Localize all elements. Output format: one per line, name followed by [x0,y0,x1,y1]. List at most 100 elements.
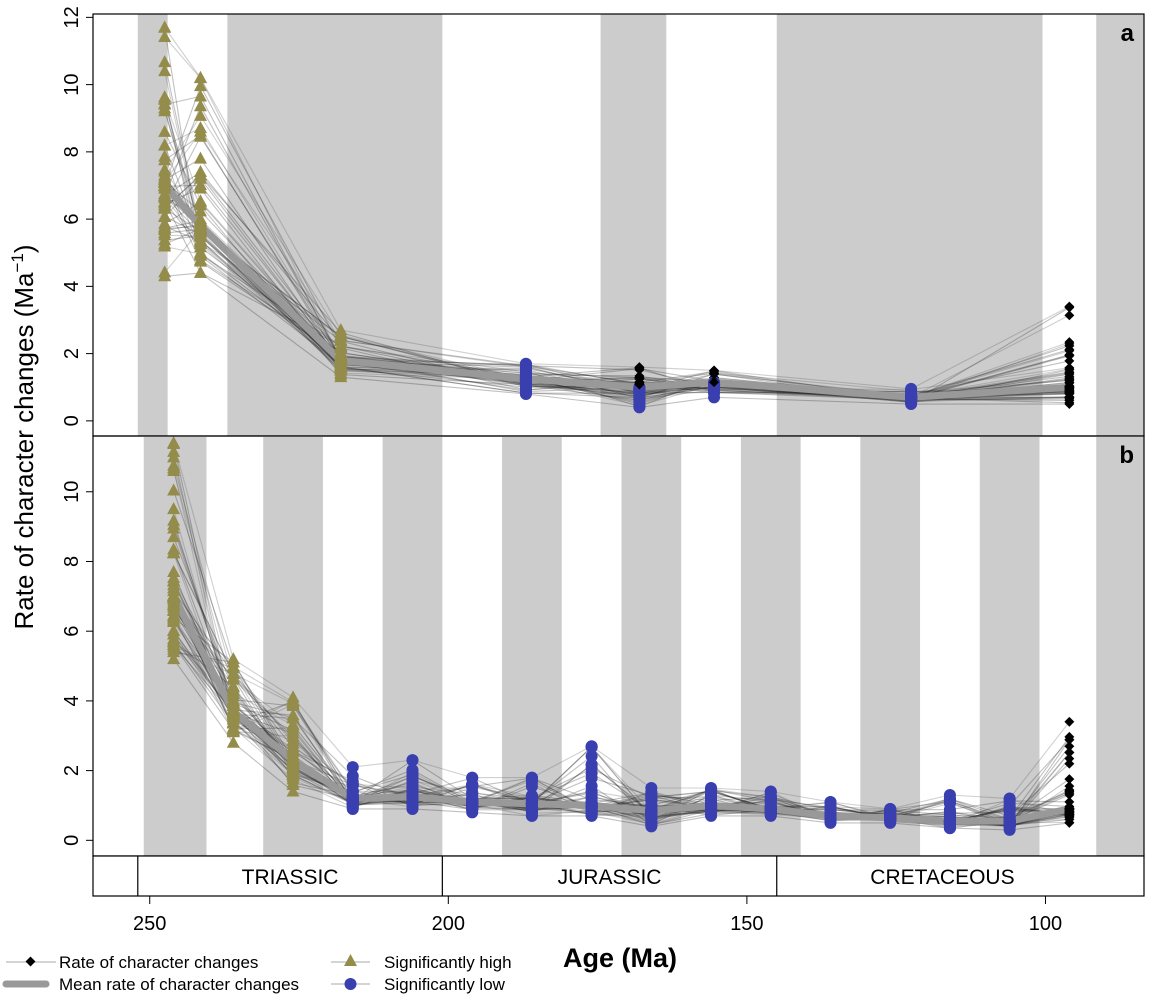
legend-high-label: Significantly high [384,953,512,972]
stage-shade-band [1096,436,1144,856]
mean-rate-line [161,182,1073,401]
rate-point [1064,817,1075,828]
significantly-high-point [158,209,172,222]
rate-point [709,366,719,377]
significantly-high-point [158,138,172,151]
trajectory-line [164,70,1070,401]
legend-low-circle-icon [344,978,357,990]
significantly-low-point [705,794,718,807]
significantly-low-point [943,792,956,805]
significantly-high-point [158,178,172,191]
significantly-high-point [193,212,207,225]
y-tick-label: 4 [61,695,83,706]
significantly-high-point [193,233,207,246]
rate-point [1064,747,1075,758]
panel-label: a [1121,20,1135,47]
significantly-high-point [158,228,172,241]
significantly-high-point [167,573,181,586]
significantly-high-point [286,711,300,724]
significantly-high-point [193,221,207,234]
y-tick-label: 12 [61,6,83,28]
trajectory-line [173,630,1070,821]
rate-point [709,377,719,388]
rate-point [1064,369,1075,380]
period-label-triassic: TRIASSIC [242,866,339,889]
rate-point [1064,382,1075,393]
significantly-high-point [167,542,181,555]
trajectory-line [173,618,1070,826]
significantly-low-point [905,391,918,404]
significantly-low-point [764,804,777,817]
significantly-high-point [167,521,181,534]
significantly-high-point [193,248,207,261]
significantly-high-point [286,784,300,797]
significantly-high-point [167,463,181,476]
significantly-high-point [167,592,181,605]
rate-point [1064,758,1075,769]
significantly-low-point [824,803,837,816]
significantly-high-point [167,513,181,526]
rate-point [1064,805,1075,816]
rate-point [1064,388,1075,399]
rate-point [1064,349,1075,360]
significantly-low-point [705,805,718,818]
panel-label: b [1119,442,1134,469]
period-label-cretaceous: CRETACEOUS [870,866,1014,889]
significantly-high-point [158,55,172,68]
y-tick-label: 4 [61,281,83,292]
rate-point [1064,774,1075,785]
panel-b: 0 2 4 6 8 10 b [61,435,1145,857]
significantly-low-point [705,783,718,796]
rate-point [1064,753,1075,764]
rate-point [634,371,645,381]
rate-point [1064,796,1075,807]
significantly-low-point [1003,812,1016,825]
trajectory-line [173,604,1070,828]
y-tick-label: 0 [61,835,83,846]
significantly-high-point [193,89,207,102]
rate-point [1064,741,1075,752]
significantly-high-point [158,30,172,43]
significantly-high-point [167,483,181,496]
rate-point [1064,731,1075,742]
trajectory-line [173,620,1070,821]
significantly-high-point [226,659,240,672]
y-axis-label-close: ) [9,244,39,253]
significantly-high-point [158,172,172,185]
significantly-high-point [286,750,300,763]
geologic-period-bar: TRIASSIC JURASSIC CRETACEOUS [92,855,1145,897]
significantly-low-point [585,805,598,818]
y-tick-label: 8 [61,146,83,157]
x-tick-label: 250 [133,913,166,935]
rate-point [1064,716,1075,727]
legend-rate-label: Rate of character changes [59,953,258,972]
significantly-high-point [286,736,300,749]
significantly-high-point [286,720,300,733]
significantly-high-point [167,502,181,515]
significantly-low-point [633,384,646,397]
rate-point [634,363,645,374]
trajectory-line [173,580,1070,825]
significantly-high-point [193,79,207,92]
legend-rate-diamond-icon [25,956,36,967]
significantly-high-point [167,639,181,652]
trajectory-line [173,465,1070,823]
stage-shade-band [860,436,921,856]
significantly-low-point [525,772,538,785]
significantly-low-point [519,358,532,371]
significantly-high-point [158,198,172,211]
significantly-high-point [193,129,207,142]
significantly-low-point [645,810,658,823]
significantly-high-point [334,357,348,370]
significantly-low-point [346,796,359,809]
y-tick-label: 10 [61,481,83,503]
significantly-high-point [226,683,240,696]
significantly-high-point [158,265,172,278]
significantly-high-point [226,708,240,721]
significantly-high-point [226,699,240,712]
legend-high-triangle-icon [344,954,357,966]
significantly-high-point [158,91,172,104]
significantly-low-point [346,779,359,792]
significantly-high-point [158,64,172,77]
